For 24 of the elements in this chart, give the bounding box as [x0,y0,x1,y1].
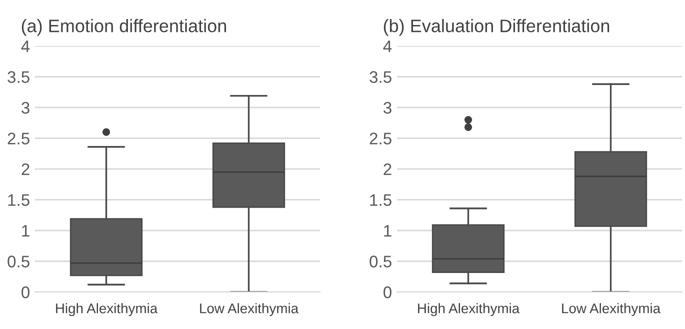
y-tick-label: 4 [383,40,392,52]
chart-title: (b) Evaluation Differentiation [384,19,610,36]
x-tick-label: High Alexithymia [56,303,158,316]
y-tick-label: 3 [384,102,392,114]
y-tick-label: 3.5 [370,71,392,83]
y-tick-label: 3.5 [8,71,30,83]
y-tick-label: 0 [384,286,392,298]
y-tick-label: 1 [22,225,30,237]
y-tick-label: 1.5 [370,194,392,206]
x-tick-label: Low Alexithymia [562,303,661,316]
y-tick-label: 3 [22,102,30,114]
y-tick-label: 2.5 [8,132,30,144]
y-tick-label: 0.5 [370,256,392,268]
y-tick-label: 1.5 [8,194,30,206]
y-tick-label: 2 [22,163,30,176]
x-tick-label: High Alexithymia [418,303,520,316]
y-tick-label: 4 [21,40,30,52]
y-tick-label: 2.5 [370,132,392,144]
y-tick-label: 2 [384,163,392,176]
y-tick-label: 0 [22,286,30,298]
chart-title: (a) Emotion differentiation [22,19,226,36]
x-tick-label: Low Alexithymia [200,303,299,316]
y-tick-label: 0.5 [8,256,30,268]
y-tick-label: 1 [384,225,392,237]
